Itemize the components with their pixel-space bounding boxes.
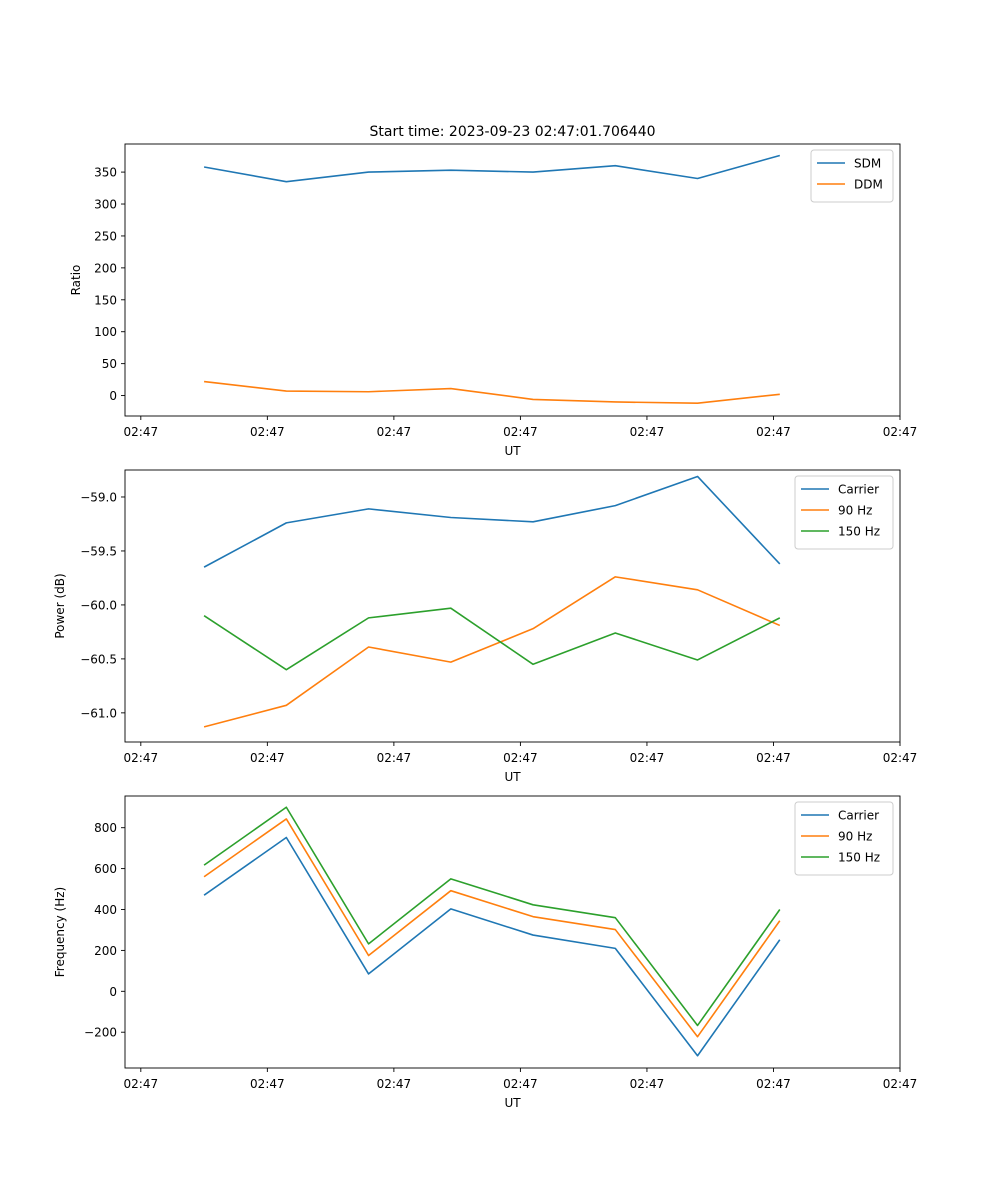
y-tick-label: 0 [109, 389, 117, 403]
series-line-90-hz [203, 576, 781, 728]
panel-1: 02:47 02:47 02:47 02:47 02:47 02:47 02:47 0 50 10… [69, 143, 918, 458]
series-line-90-hz [203, 818, 781, 1038]
y-tick-label: −200 [84, 1026, 117, 1040]
series-line-150-hz [203, 806, 781, 1027]
x-tick-label: 02:47 [630, 751, 665, 765]
x-tick-label: 02:47 [756, 425, 791, 439]
x-axis-label: UT [504, 770, 521, 784]
legend: Carrier 90 Hz 150 Hz [794, 801, 894, 876]
y-tick-label: 50 [102, 357, 117, 371]
x-tick-label: 02:47 [250, 751, 285, 765]
y-tick-label: 600 [94, 862, 117, 876]
y-tick-label: 800 [94, 821, 117, 835]
legend: Carrier 90 Hz 150 Hz [794, 475, 894, 550]
panel-2: 02:47 02:47 02:47 02:47 02:47 02:47 02:47 −61.0… [53, 469, 918, 784]
x-tick-label: 02:47 [377, 1077, 412, 1091]
series-line-ddm [203, 380, 780, 405]
x-tick-label: 02:47 [377, 425, 412, 439]
y-tick-label: 200 [94, 944, 117, 958]
x-axis-label: UT [504, 444, 521, 458]
y-axis-label: Ratio [69, 265, 83, 296]
legend-label: 90 Hz [838, 504, 872, 518]
series-line-150-hz [203, 607, 781, 671]
panels: 02:47 02:47 02:47 02:47 02:47 02:47 02:47 0 50 10… [53, 143, 918, 1110]
legend-label: DDM [854, 178, 883, 192]
x-tick-label: 02:47 [250, 425, 285, 439]
y-axis-label: Power (dB) [53, 573, 67, 638]
y-tick-label: 150 [94, 293, 117, 307]
y-tick-label: −59.5 [80, 544, 117, 558]
y-tick-label: 200 [94, 261, 117, 275]
y-axis-label: Frequency (Hz) [53, 887, 67, 978]
series-line-sdm [203, 154, 781, 183]
x-tick-label: 02:47 [630, 425, 665, 439]
y-tick-label: 400 [94, 903, 117, 917]
legend-label: SDM [854, 157, 881, 171]
x-tick-label: 02:47 [250, 1077, 285, 1091]
plot-frame [124, 469, 901, 743]
x-tick-label: 02:47 [124, 425, 159, 439]
legend-label: Carrier [838, 483, 879, 497]
y-tick-label: −59.0 [80, 490, 117, 504]
series-line-carrier [203, 475, 781, 568]
x-axis-label: UT [504, 1096, 521, 1110]
x-tick-label: 02:47 [124, 1077, 159, 1091]
y-tick-label: 0 [109, 985, 117, 999]
x-tick-label: 02:47 [503, 751, 538, 765]
y-tick-label: 300 [94, 198, 117, 212]
x-tick-label: 02:47 [756, 751, 791, 765]
panel-3: 02:47 02:47 02:47 02:47 02:47 02:47 02:47 −200 0… [53, 795, 918, 1110]
legend-label: 150 Hz [838, 525, 880, 539]
chart-title: Start time: 2023-09-23 02:47:01.706440 [369, 124, 655, 140]
x-tick-label: 02:47 [377, 751, 412, 765]
x-tick-label: 02:47 [124, 751, 159, 765]
legend: SDM DDM [810, 149, 894, 203]
y-tick-label: −60.5 [80, 652, 117, 666]
series-line-carrier [203, 836, 781, 1057]
x-tick-label: 02:47 [630, 1077, 665, 1091]
x-tick-label: 02:47 [883, 1077, 918, 1091]
x-tick-label: 02:47 [883, 425, 918, 439]
plot-frame [124, 143, 901, 417]
y-tick-label: −60.0 [80, 598, 117, 612]
y-tick-label: 250 [94, 229, 117, 243]
y-tick-label: 100 [94, 325, 117, 339]
legend-label: 90 Hz [838, 830, 872, 844]
x-tick-label: 02:47 [883, 751, 918, 765]
legend-label: Carrier [838, 809, 879, 823]
y-tick-label: 350 [94, 166, 117, 180]
x-tick-label: 02:47 [503, 1077, 538, 1091]
x-tick-label: 02:47 [756, 1077, 791, 1091]
legend-label: 150 Hz [838, 851, 880, 865]
y-tick-label: −61.0 [80, 706, 117, 720]
plot-frame [124, 795, 901, 1069]
x-tick-label: 02:47 [503, 425, 538, 439]
